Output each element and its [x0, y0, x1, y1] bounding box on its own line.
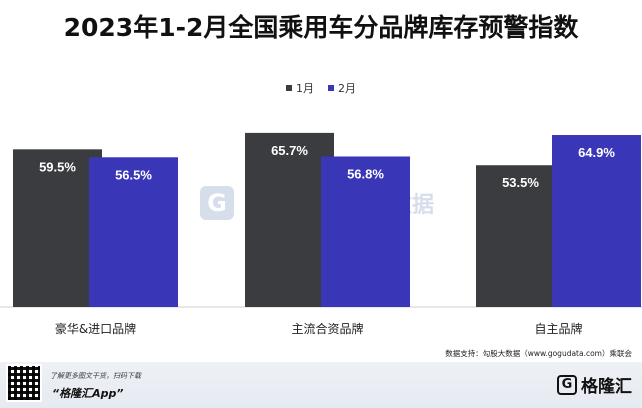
category-label-1: 主流合资品牌 [291, 321, 363, 336]
data-label-feb-0: 56.5% [115, 167, 152, 182]
data-label-jan-1: 65.7% [271, 143, 308, 158]
data-label-jan-0: 59.5% [39, 159, 76, 174]
bar-feb-1 [321, 156, 410, 307]
legend-swatch-feb [328, 85, 334, 91]
data-label-feb-1: 56.8% [347, 166, 384, 181]
data-label-feb-2: 64.9% [578, 145, 615, 160]
footer-app-name: “格隆汇App” [52, 387, 124, 400]
legend-item-jan: 1月 [286, 80, 314, 96]
brand-name: 格隆汇 [581, 377, 632, 397]
legend-label-feb: 2月 [338, 82, 356, 95]
legend: 1月 2月 [0, 80, 642, 96]
bar-chart: 59.5% 56.5% 豪华&进口品牌 65.7% 56.8% 主流合资品牌 53.5% 64… [0, 132, 642, 336]
category-label-0: 豪华&进口品牌 [55, 321, 136, 336]
brand-logo: G 格隆汇 [557, 372, 632, 397]
bar-jan-0 [13, 149, 102, 307]
legend-label-jan: 1月 [296, 82, 314, 95]
footer-bar [0, 362, 642, 408]
qr-code[interactable] [6, 364, 42, 402]
source-note: 数据支持：勾股大数据（www.gogudata.com）乘联会 [445, 349, 632, 358]
legend-item-feb: 2月 [328, 80, 356, 96]
legend-swatch-jan [286, 85, 292, 91]
data-label-jan-2: 53.5% [502, 175, 539, 190]
bar-jan-2 [476, 165, 565, 307]
watermark-logo-icon: G [200, 186, 234, 220]
bar-jan-1 [245, 132, 334, 307]
footer-hint: 了解更多图文干货，扫码下载 [50, 372, 141, 380]
category-label-2: 自主品牌 [534, 322, 582, 336]
bar-feb-0 [89, 157, 178, 307]
brand-logo-icon: G [557, 374, 577, 395]
bar-feb-2 [552, 135, 641, 307]
chart-title: 2023年1-2月全国乘用车分品牌库存预警指数 [63, 13, 579, 42]
